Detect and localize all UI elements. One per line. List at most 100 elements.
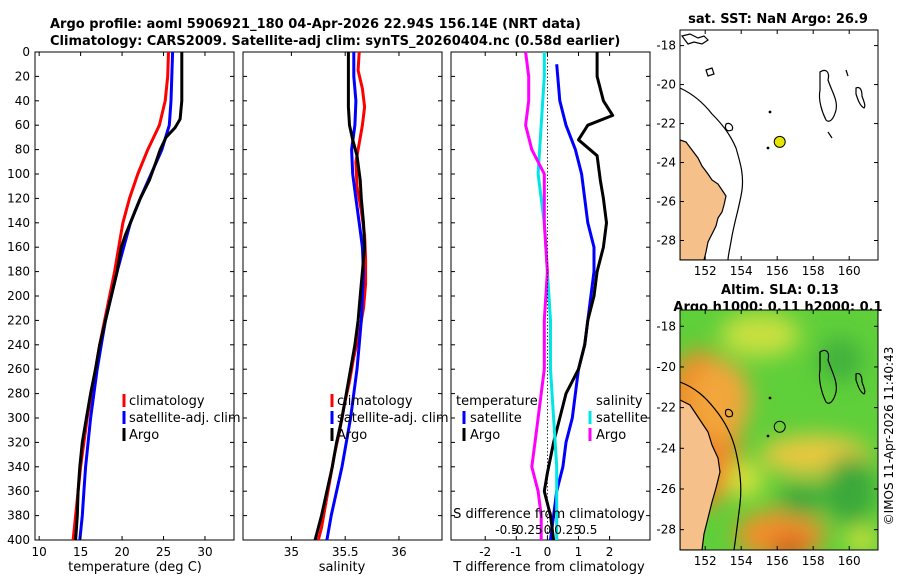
s-diff-tick-label: 0: [544, 523, 552, 537]
sst-map-island: [768, 110, 772, 114]
x-tick-label: -2: [479, 545, 491, 559]
x-tick-label: 10: [32, 545, 47, 559]
sla-map-land: [680, 399, 721, 550]
series-t-satellite: [549, 64, 596, 541]
difference-legend: temperature satellite Argo salinity sate…: [456, 394, 648, 443]
sla-map-reef: [818, 349, 837, 404]
salinity-xlabel: salinity: [319, 560, 366, 575]
map-x-tick-label: 156: [766, 264, 789, 278]
s-diff-tick-label: 0.25: [554, 523, 581, 537]
x-tick-label: 35: [284, 545, 299, 559]
map-x-tick-label: 160: [838, 264, 861, 278]
y-tick-label: 120: [7, 191, 30, 205]
legend-label-climatology: climatology: [337, 394, 413, 409]
sla-map-island: [766, 434, 770, 438]
map-y-tick-label: -22: [656, 117, 676, 131]
x-tick-label: 1: [575, 545, 583, 559]
sla-map-shelf-contour: [680, 381, 742, 550]
map-x-tick-label: 158: [802, 264, 825, 278]
series-t-argo: [542, 52, 615, 541]
sst-map-reef: [705, 67, 715, 77]
series-satellite-adj-clim: [325, 52, 365, 541]
map-y-tick-label: -22: [656, 401, 676, 415]
sst-map-reef: [827, 131, 833, 139]
map-x-tick-label: 154: [730, 264, 753, 278]
sst-map: 152 154 156 158 160 -18 -20 -22 -24 -26 -28: [656, 29, 879, 278]
sla-map-argo-marker: [773, 420, 786, 433]
figure-title-line1: Argo profile: aoml 5906921_180 04-Apr-20…: [50, 17, 581, 32]
sst-map-island: [766, 146, 770, 150]
x-tick-label: 15: [73, 545, 88, 559]
map-x-tick-label: 156: [766, 554, 789, 568]
sst-map-argo-marker: [773, 135, 786, 148]
sst-map-reef: [855, 86, 866, 109]
x-tick-label: 0: [544, 545, 552, 559]
y-tick-label: 320: [7, 435, 30, 449]
sst-map-frame: [679, 29, 879, 261]
legend-label-satellite: satellite-adj. clim: [337, 411, 449, 426]
x-tick-label: 30: [197, 545, 212, 559]
x-tick-label: 36: [391, 545, 406, 559]
difference-xlabel: T difference from climatology: [452, 560, 645, 575]
y-tick-label: 400: [7, 533, 30, 547]
map-x-tick-label: 160: [838, 554, 861, 568]
difference-xlabel-top: S difference from climatology: [453, 507, 645, 522]
sla-anomaly-low: [778, 482, 822, 518]
sla-map: 152 154 156 158 160 -18 -20 -22 -24 -26 -28: [656, 309, 879, 568]
temperature-plot-area: [71, 51, 184, 541]
sst-map-reef: [724, 122, 734, 132]
y-tick-label: 300: [7, 411, 30, 425]
sla-map-island: [768, 396, 772, 400]
legend-label-satellite: satellite-adj. clim: [129, 411, 241, 426]
legend-label-argo: Argo: [337, 428, 367, 443]
y-tick-label: 20: [15, 69, 30, 83]
x-tick-label: 2: [606, 545, 614, 559]
y-tick-label: 220: [7, 313, 30, 327]
series-argo: [313, 52, 367, 541]
y-tick-label: 200: [7, 289, 30, 303]
series-s-satellite: [536, 52, 559, 540]
sla-anomaly-mid: [727, 462, 763, 498]
s-diff-tick-label: -0.25: [512, 523, 543, 537]
x-tick-label: 25: [156, 545, 171, 559]
map-x-tick-label: 152: [694, 554, 717, 568]
temperature-xlabel: temperature (deg C): [68, 560, 202, 575]
sla-map-reef: [855, 372, 866, 395]
map-y-tick-label: -18: [656, 319, 676, 333]
s-diff-tick-label: 0.5: [578, 523, 597, 537]
salinity-plot-area: [313, 51, 368, 541]
sst-map-reef: [818, 69, 837, 122]
legend-label-s-satellite: satellite: [596, 411, 648, 426]
sla-map-title: Altim. SLA: 0.13: [721, 283, 839, 298]
map-y-tick-label: -26: [656, 482, 676, 496]
sla-map-frame: [679, 309, 879, 551]
y-tick-label: 0: [22, 45, 30, 59]
map-y-tick-label: -20: [656, 78, 676, 92]
map-y-tick-label: -28: [656, 234, 676, 248]
sla-map-reef: [724, 408, 734, 418]
legend-label-t-satellite: satellite: [470, 411, 522, 426]
sla-anomaly-high: [735, 510, 825, 550]
map-y-tick-label: -20: [656, 360, 676, 374]
legend-label-temperature: temperature: [456, 394, 538, 409]
y-tick-label: 260: [7, 362, 30, 376]
map-y-tick-label: -18: [656, 39, 676, 53]
y-tick-label: 100: [7, 167, 30, 181]
y-tick-label: 80: [15, 143, 30, 157]
x-tick-label: 20: [114, 545, 129, 559]
y-tick-label: 60: [15, 118, 30, 132]
map-y-tick-label: -24: [656, 441, 676, 455]
map-x-tick-label: 152: [694, 264, 717, 278]
map-x-tick-label: 154: [730, 554, 753, 568]
legend-label-argo: Argo: [129, 428, 159, 443]
sla-anomaly-mid: [846, 528, 878, 550]
map-y-tick-label: -26: [656, 195, 676, 209]
x-tick-label: 35.5: [332, 545, 359, 559]
salinity-legend: climatology satellite-adj. clim Argo: [330, 394, 449, 443]
y-tick-label: 280: [7, 387, 30, 401]
sla-anomaly-high: [690, 360, 750, 440]
series-argo: [74, 52, 184, 541]
sla-anomaly-mid: [720, 313, 800, 357]
legend-label-s-argo: Argo: [596, 428, 626, 443]
